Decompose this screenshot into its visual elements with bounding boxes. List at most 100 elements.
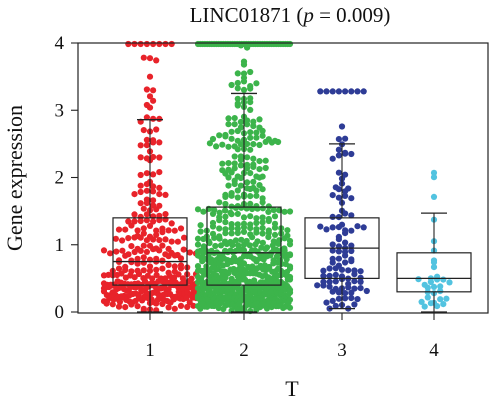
data-point: [329, 192, 336, 199]
data-point: [143, 114, 150, 121]
data-point: [171, 263, 178, 270]
data-point: [228, 128, 235, 135]
data-point: [247, 193, 254, 200]
data-point: [252, 241, 259, 248]
data-point: [244, 154, 251, 161]
data-point: [183, 294, 190, 301]
data-point: [253, 215, 260, 222]
data-point: [113, 248, 120, 255]
data-point: [430, 283, 438, 290]
data-point: [259, 127, 266, 134]
data-point: [222, 230, 229, 237]
data-point: [150, 246, 157, 253]
data-point: [213, 299, 220, 307]
data-point: [262, 246, 269, 253]
data-point: [137, 247, 144, 254]
data-point: [323, 88, 330, 95]
data-point: [253, 229, 260, 236]
data-point: [424, 294, 431, 301]
group-2: [194, 40, 294, 315]
data-point: [253, 129, 260, 136]
data-point: [150, 218, 157, 225]
data-point: [159, 242, 166, 249]
data-point: [150, 171, 157, 178]
data-point: [345, 284, 352, 291]
data-point: [317, 88, 324, 95]
data-point: [225, 174, 232, 181]
data-point: [137, 142, 144, 149]
data-point: [329, 241, 336, 248]
y-tick-label: 4: [55, 33, 65, 54]
data-point: [231, 121, 238, 128]
data-point: [342, 239, 349, 246]
data-point: [363, 287, 370, 295]
data-point: [240, 70, 248, 77]
data-point: [326, 265, 333, 272]
data-point: [181, 234, 188, 241]
data-point: [228, 135, 235, 142]
data-point: [156, 247, 163, 254]
data-point: [234, 306, 241, 313]
data-point: [159, 229, 166, 236]
data-point: [250, 178, 257, 185]
data-point: [247, 68, 254, 76]
data-point: [253, 258, 260, 265]
data-point: [234, 70, 241, 77]
data-point: [162, 191, 169, 198]
y-tick-label: 0: [55, 302, 65, 323]
data-point: [286, 276, 294, 283]
data-point: [259, 239, 266, 246]
data-point: [194, 263, 202, 270]
data-point: [165, 304, 172, 311]
data-point: [228, 169, 235, 176]
data-point: [143, 40, 150, 48]
data-point: [146, 93, 154, 100]
data-point: [259, 132, 266, 139]
data-point: [177, 255, 185, 262]
data-point: [348, 242, 355, 249]
data-point: [354, 223, 361, 230]
data-point: [265, 203, 272, 210]
data-point: [270, 206, 277, 214]
data-point: [238, 204, 245, 211]
data-point: [131, 234, 138, 241]
data-point: [281, 208, 288, 215]
data-point: [150, 97, 157, 104]
data-point: [146, 73, 154, 80]
data-point: [256, 116, 263, 123]
x-tick-label: 2: [239, 340, 249, 361]
data-point: [342, 188, 349, 195]
data-point: [323, 226, 330, 233]
data-point: [153, 227, 160, 234]
data-point: [138, 288, 145, 295]
data-point: [131, 191, 138, 198]
data-point: [427, 278, 434, 286]
data-point: [162, 236, 169, 243]
data-point: [335, 248, 342, 255]
data-point: [332, 302, 339, 310]
data-point: [253, 134, 260, 141]
data-point: [250, 163, 257, 170]
group-1: [100, 40, 200, 314]
data-point: [143, 217, 150, 224]
data-point: [237, 156, 244, 163]
data-point: [284, 300, 291, 307]
data-point: [265, 234, 272, 241]
data-point: [237, 162, 244, 169]
data-point: [140, 54, 147, 61]
data-point: [137, 217, 144, 225]
data-point: [259, 230, 266, 237]
data-point: [194, 206, 202, 213]
data-point: [118, 270, 125, 277]
data-point: [247, 185, 254, 193]
data-point: [225, 160, 232, 167]
data-point: [180, 246, 187, 253]
data-point: [348, 227, 355, 234]
data-point: [216, 199, 223, 206]
data-point: [281, 235, 288, 242]
data-point: [231, 153, 238, 160]
data-point: [326, 283, 333, 290]
data-point: [153, 300, 160, 307]
data-point: [440, 276, 447, 283]
